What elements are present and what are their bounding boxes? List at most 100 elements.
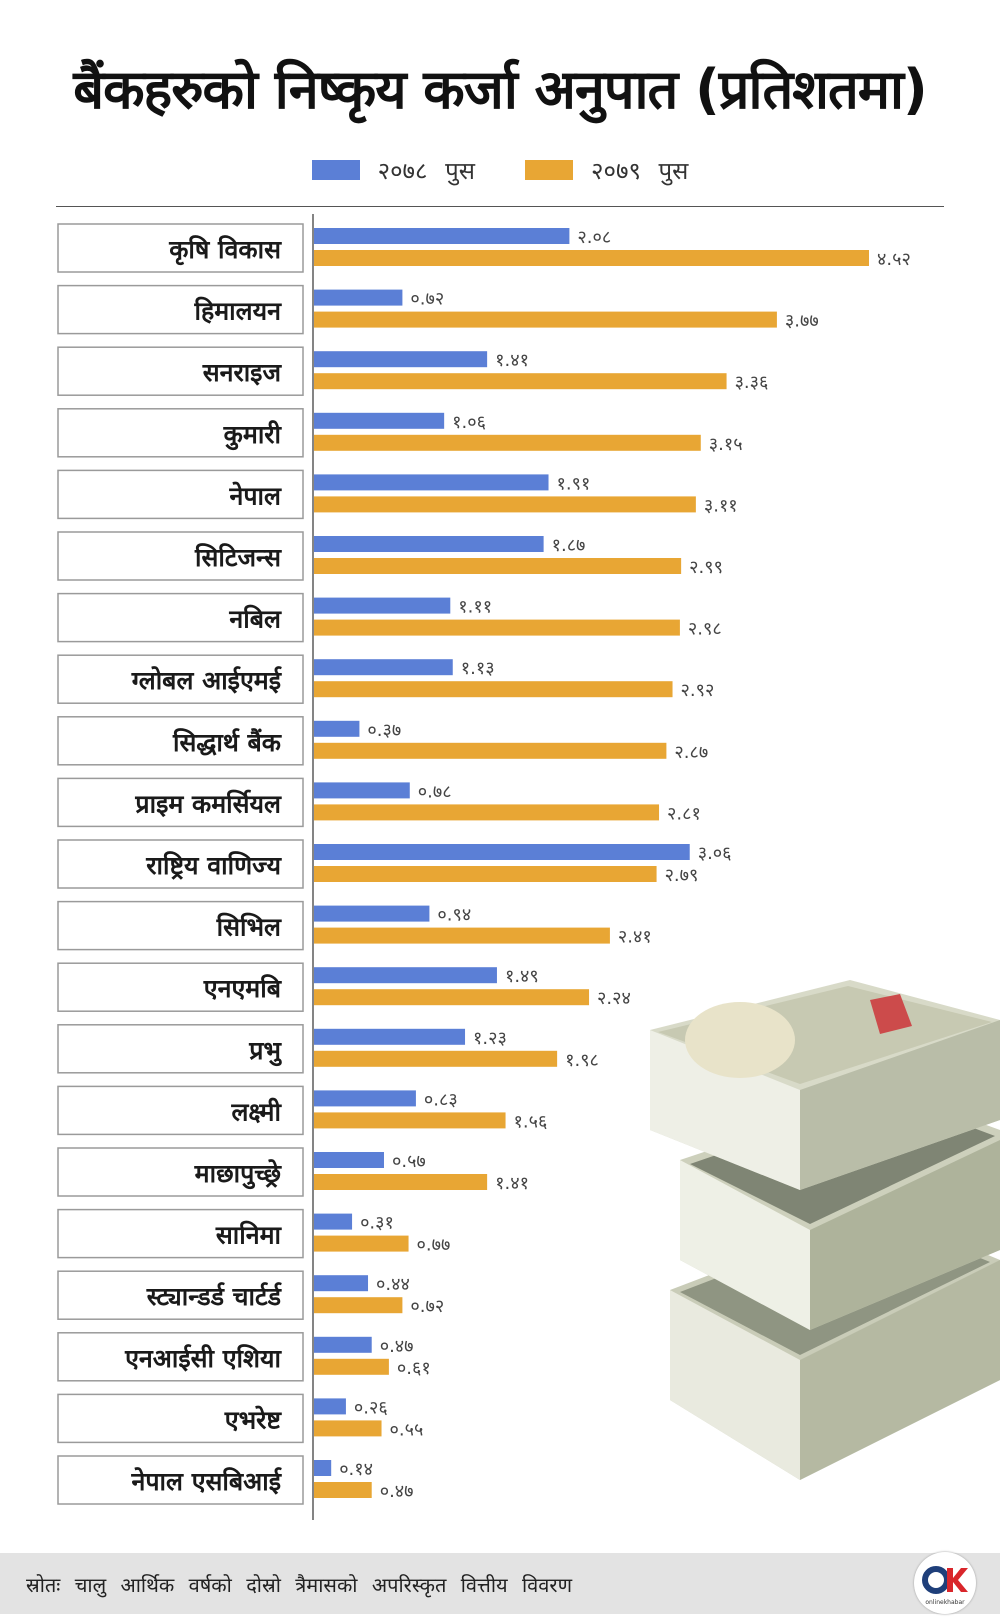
category-label-box xyxy=(57,531,304,581)
value-label-2079: २.९२ xyxy=(681,680,715,701)
bar-2078 xyxy=(314,967,497,984)
value-label-2078: ०.४७ xyxy=(380,1336,414,1357)
bar-group: एनएमबि १.४९ २.२४ xyxy=(57,962,631,1012)
bar-2079 xyxy=(314,1482,372,1498)
bar-2078 xyxy=(314,782,410,799)
footer-bar: स्रोतः चालु आर्थिक वर्षको दोस्रो त्रैमास… xyxy=(0,1553,1000,1614)
category-label: सिटिजन्स xyxy=(194,543,282,572)
bar-group: एनआईसी एशिया ०.४७०.६१ xyxy=(57,1332,431,1382)
category-label: कुमारी xyxy=(223,420,283,451)
value-label-2079: १.५६ xyxy=(514,1111,548,1132)
bar-2079 xyxy=(314,434,701,451)
value-label-2079: ०.४७ xyxy=(380,1481,414,1502)
bar-2079 xyxy=(314,804,660,821)
category-label-box xyxy=(57,469,304,520)
bar-2079 xyxy=(314,311,777,328)
category-label: प्रभु xyxy=(248,1036,282,1067)
bar-2078 xyxy=(314,289,403,306)
category-label: हिमालयन xyxy=(193,297,282,326)
value-label-2079: ३.३६ xyxy=(735,372,769,393)
bar-2079 xyxy=(314,1050,558,1067)
value-label-2078: १.१३ xyxy=(461,658,495,679)
value-label-2079: ३.७७ xyxy=(785,311,819,332)
bar-2079 xyxy=(314,496,696,513)
category-label: एनएमबि xyxy=(203,974,283,1003)
bar-2079 xyxy=(314,1358,389,1375)
bar-group: नबिल १.११ २.९८ xyxy=(57,592,722,643)
value-label-2078: १.४१ xyxy=(495,350,529,371)
category-label: ग्लोबल आईएमई xyxy=(131,666,283,695)
category-label: माछापुच्छ्रे xyxy=(194,1159,283,1190)
category-label: नबिल xyxy=(228,605,282,634)
category-label-box xyxy=(57,1147,304,1197)
category-label: नेपाल xyxy=(228,481,282,510)
bar-2079 xyxy=(314,989,590,1006)
category-label-box xyxy=(57,1455,304,1505)
bar-2079 xyxy=(314,927,610,944)
value-label-2078: १.८७ xyxy=(552,535,586,556)
value-label-2078: ०.४४ xyxy=(376,1274,410,1295)
value-label-2078: २.०८ xyxy=(577,227,611,248)
value-label-2079: १.९८ xyxy=(565,1050,599,1071)
svg-text:onlinekhabar: onlinekhabar xyxy=(925,1599,965,1606)
legend-item-2078: २०७८ पुस xyxy=(311,154,475,187)
legend: २०७८ पुस २०७९ पुस xyxy=(0,150,1000,190)
bar-2078 xyxy=(314,720,360,737)
bar-2078 xyxy=(314,844,690,860)
bar-2078 xyxy=(314,659,453,676)
onlinekhabar-logo: onlinekhabar xyxy=(914,1552,976,1614)
category-label-box xyxy=(57,654,304,704)
value-label-2079: ०.७२ xyxy=(410,1296,444,1317)
category-label-box xyxy=(57,1024,304,1074)
value-label-2079: २.७९ xyxy=(665,865,699,886)
category-label-box xyxy=(57,1208,304,1259)
category-label-box xyxy=(57,900,304,951)
value-label-2078: १.९१ xyxy=(557,473,591,494)
value-label-2079: २.८१ xyxy=(667,803,701,824)
value-label-2079: ४.५२ xyxy=(877,249,911,270)
bar-group: कृषि विकास २.०८ ४.५२ xyxy=(57,223,911,273)
category-label-box xyxy=(57,716,304,766)
bar-group: नेपाल १.९१ ३.११ xyxy=(57,469,738,520)
value-label-2079: २.९८ xyxy=(688,619,722,640)
category-label-box xyxy=(57,284,304,335)
value-label-2078: ०.९४ xyxy=(437,905,471,926)
category-label-box xyxy=(57,223,304,273)
value-label-2078: ०.१४ xyxy=(339,1459,373,1480)
bar-2079 xyxy=(314,681,673,698)
bar-2079 xyxy=(314,250,869,266)
bar-group: प्राइम कमर्सियल ०.७८ २.८१ xyxy=(57,777,701,828)
bar-group: स्ट्यान्डर्ड चार्टर्ड ०.४४०.७२ xyxy=(57,1270,444,1320)
bar-2079 xyxy=(314,742,667,759)
value-label-2078: ०.७८ xyxy=(418,781,452,802)
value-label-2078: ०.७२ xyxy=(410,289,444,310)
bar-2078 xyxy=(314,1336,372,1353)
bar-2078 xyxy=(314,228,570,244)
legend-swatch-2078 xyxy=(311,160,360,180)
bundle-top xyxy=(650,980,1000,1190)
category-label: राष्ट्रिय वाणिज्य xyxy=(145,851,282,880)
bar-2078 xyxy=(314,351,488,368)
bar-group: सिभिल ०.९४ २.४१ xyxy=(57,900,652,951)
legend-label-2079: २०७९ पुस xyxy=(591,156,689,185)
bar-2079 xyxy=(314,1420,382,1437)
category-label: कृषि विकास xyxy=(168,235,282,266)
value-label-2078: ३.०६ xyxy=(698,843,732,864)
bar-2078 xyxy=(314,474,549,491)
category-label-box xyxy=(57,1270,304,1320)
category-label-box xyxy=(57,777,304,828)
category-label-box xyxy=(57,1085,304,1136)
bar-2078 xyxy=(314,597,451,614)
bar-2079 xyxy=(314,1297,403,1314)
bar-2079 xyxy=(314,373,727,390)
category-label-box xyxy=(57,408,304,458)
value-label-2079: २.४१ xyxy=(618,927,652,948)
value-label-2079: ०.६१ xyxy=(397,1358,431,1379)
value-label-2078: ०.३१ xyxy=(360,1213,394,1234)
category-label: सिभिल xyxy=(216,913,282,942)
value-label-2078: ०.२६ xyxy=(354,1397,388,1418)
bar-group: ग्लोबल आईएमई १.१३ २.९२ xyxy=(57,654,715,704)
category-label: स्ट्यान्डर्ड चार्टर्ड xyxy=(146,1282,283,1311)
bar-chart: कृषि विकास २.०८ ४.५२ हिमालयन ०.७२ ३.७७ सनराइज १… xyxy=(57,214,911,1520)
bar-group: सिटिजन्स १.८७ २.९९ xyxy=(57,531,723,581)
